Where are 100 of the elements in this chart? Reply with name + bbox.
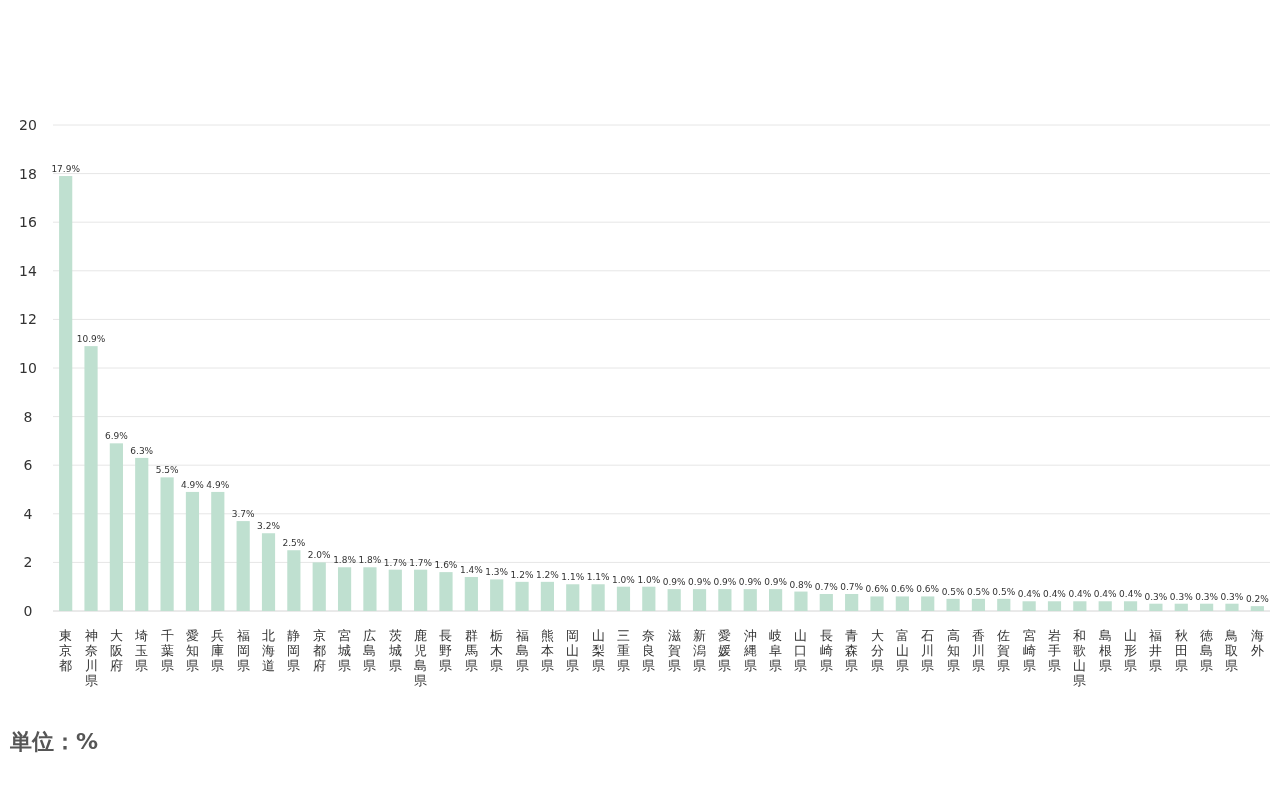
text: 単位：% bbox=[9, 729, 99, 754]
x-tick-label: 宮城県 bbox=[337, 628, 352, 673]
bar bbox=[997, 598, 1011, 611]
data-label: 0.5% bbox=[941, 586, 965, 597]
x-tick-label: 石川県 bbox=[921, 628, 935, 673]
bar bbox=[185, 491, 200, 611]
x-tick-label: 神奈川県 bbox=[84, 628, 98, 688]
bar bbox=[540, 581, 554, 611]
x-tick-label: 鳥取県 bbox=[1224, 628, 1239, 673]
bar bbox=[414, 569, 428, 611]
x-tick-label: 岐阜県 bbox=[769, 628, 783, 673]
x-tick-label: 京都府 bbox=[312, 628, 326, 673]
bar bbox=[1098, 601, 1112, 611]
bar bbox=[1047, 601, 1062, 611]
bar bbox=[236, 521, 250, 611]
x-tick-label: 香川県 bbox=[971, 628, 985, 673]
x-tick-label: 宮崎県 bbox=[1022, 628, 1036, 673]
x-tick-label: 北海道 bbox=[262, 628, 276, 673]
y-tick-label: 6 bbox=[23, 457, 33, 474]
data-label: 1.7% bbox=[383, 557, 408, 568]
bar bbox=[261, 533, 276, 611]
y-tick-label: 0 bbox=[23, 603, 33, 619]
data-label: 6.9% bbox=[104, 431, 129, 442]
data-label: 0.9% bbox=[713, 577, 737, 588]
data-label: 0.9% bbox=[764, 577, 788, 588]
y-tick-label: 14 bbox=[19, 262, 37, 279]
data-label: 0.4% bbox=[1093, 589, 1118, 600]
data-label: 0.3% bbox=[1195, 591, 1219, 602]
bar bbox=[464, 576, 478, 611]
bar bbox=[388, 569, 402, 611]
x-tick-label: 海外 bbox=[1250, 628, 1264, 658]
data-label: 1.7% bbox=[409, 557, 433, 568]
bar bbox=[135, 457, 149, 611]
x-tick-label: 高知県 bbox=[946, 628, 960, 673]
data-label: 5.5% bbox=[155, 465, 179, 476]
data-label: 3.7% bbox=[231, 509, 256, 520]
x-tick-label: 愛知県 bbox=[185, 628, 199, 673]
bar bbox=[794, 591, 808, 611]
x-tick-label: 山梨県 bbox=[591, 628, 605, 673]
bar bbox=[160, 477, 174, 611]
data-label: 1.1% bbox=[561, 572, 585, 583]
x-tick-label: 沖縄県 bbox=[742, 628, 757, 673]
x-tick-label: 埼玉県 bbox=[134, 628, 149, 673]
x-tick-label: 富山県 bbox=[895, 628, 909, 673]
data-label: 1.3% bbox=[485, 567, 509, 578]
data-label: 0.7% bbox=[840, 581, 864, 592]
bar bbox=[1250, 606, 1264, 611]
y-tick-label: 8 bbox=[23, 408, 33, 425]
data-label: 0.5% bbox=[992, 586, 1016, 597]
x-tick-label: 福岡県 bbox=[236, 628, 250, 673]
x-tick-label: 大阪府 bbox=[109, 628, 123, 673]
x-tick-label: 徳島県 bbox=[1200, 628, 1214, 673]
bar bbox=[1225, 603, 1239, 611]
bar bbox=[490, 579, 504, 611]
bar bbox=[946, 598, 960, 611]
bar bbox=[642, 586, 656, 611]
data-label: 0.4% bbox=[1068, 589, 1092, 600]
y-tick-label: 16 bbox=[19, 214, 37, 231]
x-tick-label: 佐賀県 bbox=[997, 628, 1011, 673]
data-label: 10.9% bbox=[76, 334, 106, 345]
x-tick-label: 山口県 bbox=[794, 628, 808, 673]
bar bbox=[616, 586, 631, 611]
data-label: 0.6% bbox=[890, 584, 915, 595]
x-tick-label: 鹿児島県 bbox=[414, 628, 428, 688]
bar bbox=[337, 567, 352, 611]
y-tick-label: 10 bbox=[19, 360, 37, 376]
data-label: 0.7% bbox=[814, 581, 839, 592]
bar bbox=[743, 589, 757, 611]
bar bbox=[971, 598, 986, 611]
x-tick-label: 福井県 bbox=[1149, 628, 1163, 673]
bar bbox=[312, 562, 326, 611]
bar bbox=[363, 567, 377, 611]
x-tick-label: 茨城県 bbox=[387, 628, 402, 673]
x-tick-label: 新潟県 bbox=[693, 628, 707, 673]
data-label: 1.4% bbox=[459, 564, 484, 575]
data-label: 2.5% bbox=[282, 538, 306, 549]
y-tick-label: 2 bbox=[23, 554, 33, 571]
data-label: 0.2% bbox=[1245, 594, 1270, 605]
data-label: 0.3% bbox=[1144, 591, 1168, 602]
data-label: 0.9% bbox=[738, 577, 763, 588]
y-tick-label: 4 bbox=[23, 505, 33, 522]
x-tick-label: 長崎県 bbox=[819, 628, 833, 673]
data-label: 0.4% bbox=[1017, 589, 1042, 600]
data-label: 6.3% bbox=[130, 445, 154, 456]
bar bbox=[515, 581, 529, 611]
x-tick-label: 兵庫県 bbox=[211, 628, 225, 673]
bar bbox=[921, 596, 935, 611]
x-tick-label: 福島県 bbox=[515, 628, 529, 673]
data-label: 0.3% bbox=[1169, 591, 1194, 602]
x-tick-label: 静岡県 bbox=[287, 628, 301, 673]
bar bbox=[59, 176, 73, 611]
data-label: 1.2% bbox=[535, 569, 560, 580]
bar bbox=[769, 589, 783, 611]
bar bbox=[1200, 603, 1214, 611]
data-label: 3.2% bbox=[257, 521, 281, 532]
x-tick-label: 青森県 bbox=[845, 628, 859, 673]
x-tick-label: 東京都 bbox=[59, 628, 73, 673]
bar bbox=[692, 589, 707, 611]
bar bbox=[1174, 603, 1188, 611]
x-tick-label: 大分県 bbox=[870, 628, 884, 673]
